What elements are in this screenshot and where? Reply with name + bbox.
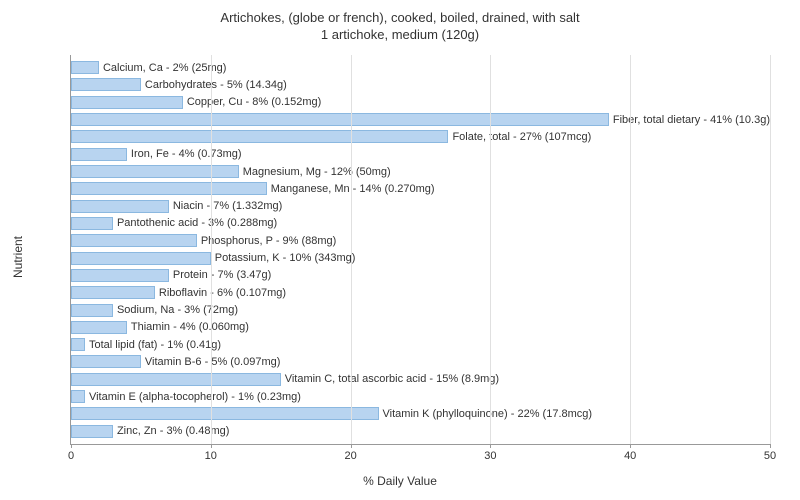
x-tick-mark — [71, 444, 72, 448]
plot-area: Calcium, Ca - 2% (25mg) Carbohydrates - 5… — [70, 55, 770, 445]
nutrient-bar — [71, 355, 141, 368]
nutrient-bar-label: Vitamin K (phylloquinone) - 22% (17.8mcg… — [383, 408, 593, 420]
bar-row: Niacin - 7% (1.332mg) — [71, 199, 770, 213]
nutrient-bar — [71, 407, 379, 420]
grid-line — [630, 55, 631, 444]
grid-line — [490, 55, 491, 444]
nutrient-bar-label: Folate, total - 27% (107mcg) — [452, 131, 591, 143]
x-tick-label: 10 — [205, 450, 217, 462]
bar-row: Vitamin K (phylloquinone) - 22% (17.8mcg… — [71, 407, 770, 421]
x-tick-mark — [211, 444, 212, 448]
nutrient-bar-label: Sodium, Na - 3% (72mg) — [117, 304, 238, 316]
nutrient-bar-label: Pantothenic acid - 3% (0.288mg) — [117, 217, 277, 229]
nutrient-bar — [71, 165, 239, 178]
grid-line — [211, 55, 212, 444]
bar-row: Protein - 7% (3.47g) — [71, 268, 770, 282]
nutrient-bar — [71, 217, 113, 230]
bar-row: Zinc, Zn - 3% (0.48mg) — [71, 424, 770, 438]
nutrient-bar-label: Manganese, Mn - 14% (0.270mg) — [271, 183, 435, 195]
title-line-1: Artichokes, (globe or french), cooked, b… — [220, 10, 579, 25]
nutrient-bar — [71, 373, 281, 386]
nutrient-bar-label: Phosphorus, P - 9% (88mg) — [201, 235, 337, 247]
nutrient-bar-label: Total lipid (fat) - 1% (0.41g) — [89, 339, 221, 351]
nutrient-bar — [71, 113, 609, 126]
bar-row: Folate, total - 27% (107mcg) — [71, 130, 770, 144]
bar-row: Sodium, Na - 3% (72mg) — [71, 303, 770, 317]
x-tick-mark — [490, 444, 491, 448]
nutrient-bar-label: Vitamin E (alpha-tocopherol) - 1% (0.23m… — [89, 391, 301, 403]
bar-row: Fiber, total dietary - 41% (10.3g) — [71, 113, 770, 127]
nutrient-bar — [71, 182, 267, 195]
nutrient-bar — [71, 252, 211, 265]
nutrient-bar-label: Magnesium, Mg - 12% (50mg) — [243, 166, 391, 178]
bar-row: Total lipid (fat) - 1% (0.41g) — [71, 338, 770, 352]
bars-container: Calcium, Ca - 2% (25mg) Carbohydrates - 5… — [71, 59, 770, 440]
nutrient-bar-label: Iron, Fe - 4% (0.73mg) — [131, 148, 242, 160]
nutrient-bar — [71, 269, 169, 282]
bar-row: Vitamin C, total ascorbic acid - 15% (8.… — [71, 372, 770, 386]
nutrient-bar — [71, 304, 113, 317]
nutrient-bar-label: Vitamin B-6 - 5% (0.097mg) — [145, 356, 281, 368]
nutrient-chart: Artichokes, (globe or french), cooked, b… — [0, 0, 800, 500]
x-tick-label: 40 — [624, 450, 636, 462]
bar-row: Thiamin - 4% (0.060mg) — [71, 320, 770, 334]
x-tick-label: 0 — [68, 450, 74, 462]
x-tick-label: 50 — [764, 450, 776, 462]
nutrient-bar — [71, 130, 448, 143]
nutrient-bar — [71, 390, 85, 403]
nutrient-bar-label: Zinc, Zn - 3% (0.48mg) — [117, 425, 229, 437]
nutrient-bar — [71, 338, 85, 351]
bar-row: Riboflavin - 6% (0.107mg) — [71, 286, 770, 300]
y-axis-label: Nutrient — [11, 236, 25, 278]
grid-line — [351, 55, 352, 444]
bar-row: Potassium, K - 10% (343mg) — [71, 251, 770, 265]
bar-row: Vitamin B-6 - 5% (0.097mg) — [71, 355, 770, 369]
nutrient-bar-label: Fiber, total dietary - 41% (10.3g) — [613, 114, 770, 126]
nutrient-bar — [71, 61, 99, 74]
x-tick-label: 30 — [484, 450, 496, 462]
bar-row: Manganese, Mn - 14% (0.270mg) — [71, 182, 770, 196]
x-tick-mark — [630, 444, 631, 448]
nutrient-bar — [71, 425, 113, 438]
nutrient-bar-label: Vitamin C, total ascorbic acid - 15% (8.… — [285, 373, 499, 385]
nutrient-bar-label: Carbohydrates - 5% (14.34g) — [145, 79, 287, 91]
nutrient-bar-label: Thiamin - 4% (0.060mg) — [131, 321, 249, 333]
bar-row: Copper, Cu - 8% (0.152mg) — [71, 95, 770, 109]
bar-row: Carbohydrates - 5% (14.34g) — [71, 78, 770, 92]
bar-row: Iron, Fe - 4% (0.73mg) — [71, 147, 770, 161]
x-axis-label: % Daily Value — [363, 474, 437, 488]
nutrient-bar-label: Potassium, K - 10% (343mg) — [215, 252, 356, 264]
bar-row: Magnesium, Mg - 12% (50mg) — [71, 165, 770, 179]
nutrient-bar-label: Copper, Cu - 8% (0.152mg) — [187, 96, 322, 108]
bar-row: Calcium, Ca - 2% (25mg) — [71, 61, 770, 75]
nutrient-bar — [71, 234, 197, 247]
x-tick-label: 20 — [344, 450, 356, 462]
nutrient-bar — [71, 286, 155, 299]
nutrient-bar — [71, 96, 183, 109]
nutrient-bar — [71, 148, 127, 161]
x-tick-mark — [351, 444, 352, 448]
nutrient-bar-label: Calcium, Ca - 2% (25mg) — [103, 62, 226, 74]
grid-line — [770, 55, 771, 444]
nutrient-bar — [71, 200, 169, 213]
bar-row: Vitamin E (alpha-tocopherol) - 1% (0.23m… — [71, 390, 770, 404]
chart-title: Artichokes, (globe or french), cooked, b… — [0, 0, 800, 44]
x-tick-mark — [770, 444, 771, 448]
nutrient-bar-label: Riboflavin - 6% (0.107mg) — [159, 287, 286, 299]
nutrient-bar-label: Niacin - 7% (1.332mg) — [173, 200, 282, 212]
bar-row: Pantothenic acid - 3% (0.288mg) — [71, 216, 770, 230]
bar-row: Phosphorus, P - 9% (88mg) — [71, 234, 770, 248]
nutrient-bar — [71, 321, 127, 334]
nutrient-bar — [71, 78, 141, 91]
title-line-2: 1 artichoke, medium (120g) — [321, 27, 479, 42]
nutrient-bar-label: Protein - 7% (3.47g) — [173, 269, 271, 281]
